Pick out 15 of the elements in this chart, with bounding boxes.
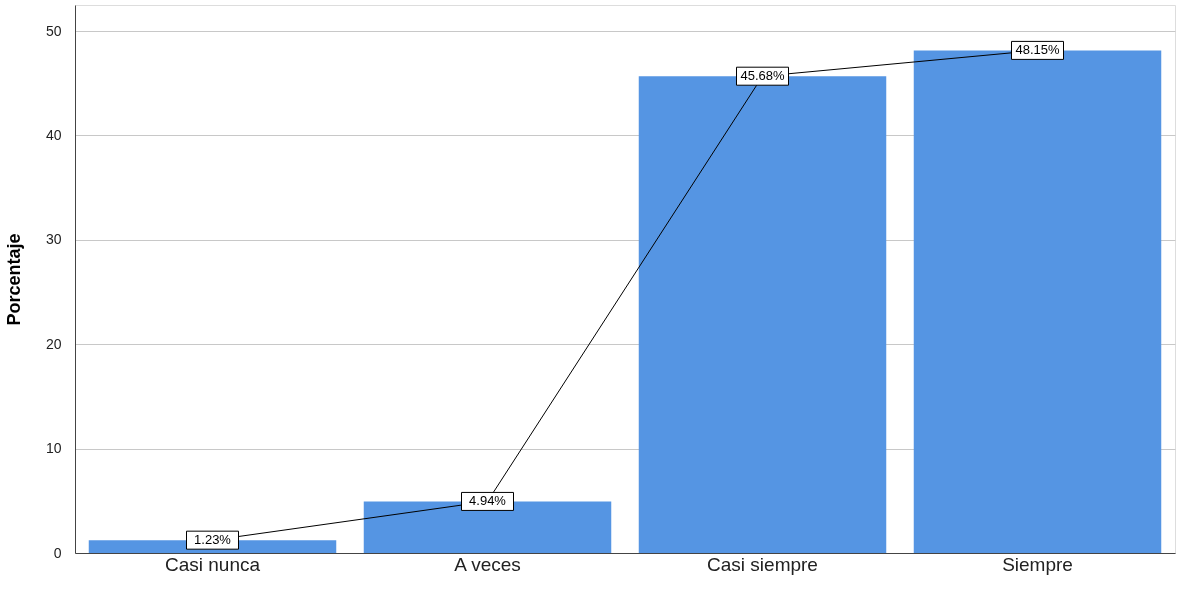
y-axis-title: Porcentaje [3,233,24,326]
y-tick-label: 30 [45,231,62,248]
text: 45.68% [740,68,785,84]
y-tick-label: 40 [45,126,62,143]
y-tick-label: 50 [45,22,62,39]
text: 1.23% [194,532,231,548]
text: 48.15% [1015,42,1060,58]
x-tick-label: Casi siempre [707,553,818,575]
text: 4.94% [469,493,506,509]
y-tick-label: 10 [45,440,62,457]
x-tick-label: Casi nunca [164,553,261,575]
y-tick-label: 20 [45,335,62,352]
x-tick-label: Siempre [1002,553,1073,575]
x-tick-label: A veces [454,553,521,575]
y-tick-label: 0 [53,544,62,561]
